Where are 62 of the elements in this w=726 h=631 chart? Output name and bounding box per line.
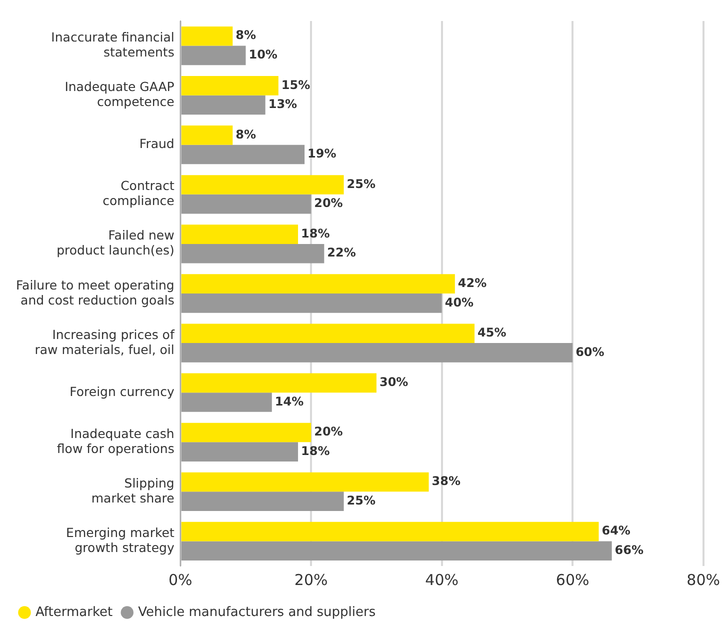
bar [181, 95, 266, 115]
x-tick-label: 80% [686, 570, 720, 589]
data-label: 19% [308, 146, 336, 161]
data-label: 42% [458, 276, 487, 290]
bar [181, 422, 312, 442]
x-tick-label: 40% [425, 570, 459, 589]
bar [181, 76, 278, 96]
y-tick-label: Contract compliance [102, 178, 175, 208]
bar [181, 294, 442, 313]
bar [181, 26, 233, 46]
bar [181, 274, 455, 294]
data-label: 22% [327, 246, 356, 260]
data-label: 14% [274, 394, 304, 408]
bar [181, 126, 233, 145]
x-tick-label: 60% [556, 570, 590, 589]
data-label: 8% [236, 127, 256, 142]
y-tick-label: Failure to meet operating and cost reduction goals [16, 277, 174, 308]
data-label: 66% [614, 543, 644, 558]
x-tick-label: 0% [168, 570, 192, 589]
data-label: 8% [236, 28, 256, 42]
legend-label: Aftermarket [36, 604, 113, 620]
bar [181, 442, 298, 462]
bar [181, 175, 344, 194]
bar [181, 541, 612, 561]
bar [181, 144, 305, 164]
bar [181, 194, 312, 214]
bar [181, 373, 376, 393]
data-label: 40% [444, 295, 474, 310]
y-tick-label: Inaccurate financial statements [51, 30, 174, 60]
y-tick-label: Inadequate cash flow for operations [56, 426, 174, 456]
data-label: 64% [602, 524, 630, 538]
data-label: 60% [576, 344, 604, 359]
x-tick-label: 20% [294, 570, 328, 589]
data-label: 25% [346, 493, 376, 508]
bar [181, 392, 272, 412]
data-label: 13% [268, 97, 298, 112]
y-tick-label: Inadequate GAAP competence [64, 79, 175, 110]
data-label: 25% [346, 176, 376, 191]
data-label: 10% [248, 48, 278, 62]
data-label: 20% [314, 424, 343, 439]
y-tick-label: Foreign currency [70, 384, 175, 399]
y-tick-label: Slipping market share [91, 475, 175, 506]
bar [181, 46, 246, 66]
bar [181, 324, 475, 344]
legend-label: Vehicle manufacturers and suppliers [138, 604, 376, 620]
bar [181, 472, 429, 492]
bar [181, 492, 344, 512]
bar [181, 343, 573, 362]
y-tick-label: Failed new product launch(es) [56, 228, 174, 258]
data-label: 18% [301, 444, 330, 458]
y-tick-label: Increasing prices of raw materials, fuel, oil [34, 326, 175, 357]
y-tick-label: Emerging market growth strategy [66, 524, 175, 555]
bar [181, 244, 324, 264]
bar [181, 522, 599, 542]
data-label: 38% [432, 474, 461, 488]
bar [181, 224, 298, 244]
data-label: 18% [301, 226, 330, 240]
y-tick-label: Fraud [139, 136, 174, 152]
data-label: 45% [478, 326, 506, 340]
data-label: 30% [379, 375, 408, 390]
data-label: 20% [314, 196, 343, 210]
data-label: 15% [281, 78, 310, 92]
